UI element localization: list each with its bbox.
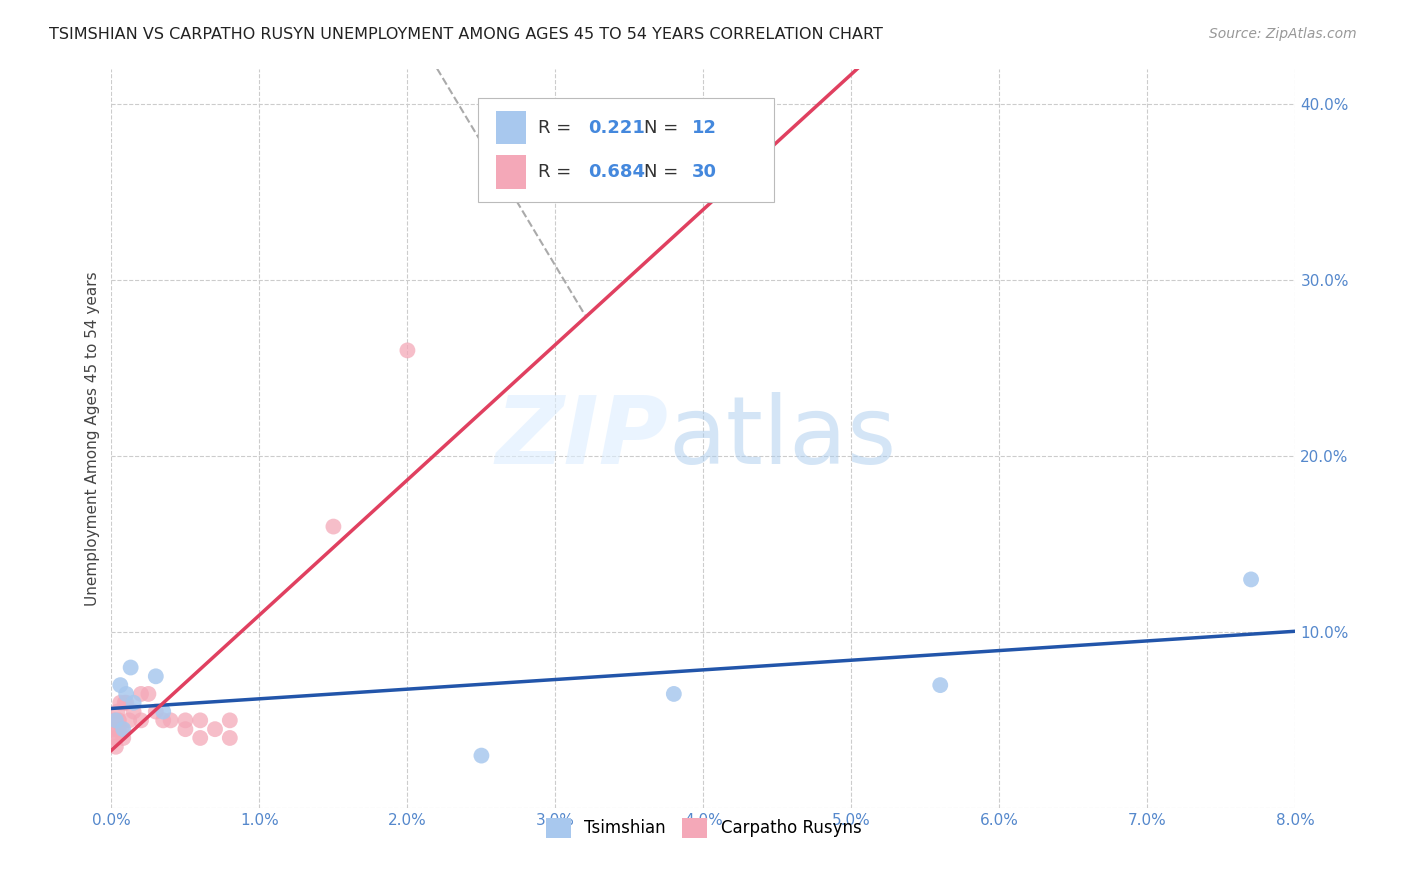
Point [110,678,132,692]
Point [152,705,174,719]
Point [114,696,136,710]
Point [396,343,419,358]
Point [111,722,134,736]
Text: Source: ZipAtlas.com: Source: ZipAtlas.com [1209,27,1357,41]
Point [103,731,125,745]
Point [105,705,128,719]
Point [122,705,145,719]
Point [145,705,167,719]
Point [104,714,127,728]
Point [322,519,344,533]
Point [115,696,138,710]
Point [118,714,141,728]
Legend: Tsimshian, Carpatho Rusyns: Tsimshian, Carpatho Rusyns [538,811,868,845]
Point [929,678,952,692]
Text: TSIMSHIAN VS CARPATHO RUSYN UNEMPLOYMENT AMONG AGES 45 TO 54 YEARS CORRELATION C: TSIMSHIAN VS CARPATHO RUSYN UNEMPLOYMENT… [49,27,883,42]
Point [188,731,211,745]
Point [218,714,240,728]
Text: N =: N = [644,163,685,181]
Point [110,696,132,710]
Text: 12: 12 [692,119,717,136]
FancyBboxPatch shape [496,155,526,189]
Text: 0.221: 0.221 [589,119,645,136]
Point [152,714,174,728]
Point [120,660,142,674]
Point [108,722,131,736]
Point [145,669,167,683]
Point [662,687,685,701]
Point [129,714,152,728]
Point [204,722,226,736]
Point [129,687,152,701]
FancyBboxPatch shape [496,112,526,145]
Text: 30: 30 [692,163,717,181]
Y-axis label: Unemployment Among Ages 45 to 54 years: Unemployment Among Ages 45 to 54 years [86,271,100,606]
Text: ZIP: ZIP [495,392,668,484]
Text: N =: N = [644,119,685,136]
Point [470,748,492,763]
Point [122,696,145,710]
Point [108,714,131,728]
Text: 0.684: 0.684 [589,163,645,181]
Point [104,739,127,754]
Point [115,687,138,701]
Point [1240,573,1263,587]
Point [174,722,197,736]
Point [138,687,160,701]
Point [112,722,135,736]
Point [104,731,127,745]
Point [218,731,240,745]
Point [101,722,124,736]
Text: R =: R = [537,119,576,136]
Point [103,714,125,728]
Point [112,731,135,745]
Point [174,714,197,728]
Text: R =: R = [537,163,576,181]
Text: atlas: atlas [668,392,896,484]
FancyBboxPatch shape [478,98,775,202]
Point [159,714,181,728]
Point [188,714,211,728]
